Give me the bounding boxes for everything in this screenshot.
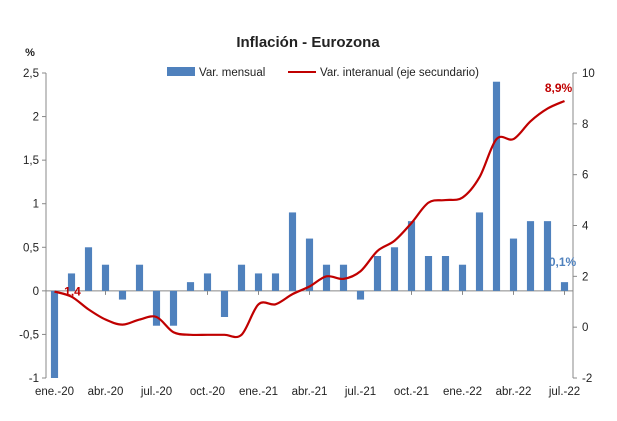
bar-monthly <box>254 273 263 291</box>
y-primary-tick-label: -1 <box>29 373 39 385</box>
bar-monthly <box>135 264 144 291</box>
y-primary-tick-label: 1,5 <box>23 155 39 167</box>
bar-monthly <box>203 273 212 291</box>
bar-monthly <box>186 282 195 291</box>
x-tick-label: jul.-20 <box>140 386 172 398</box>
bar-monthly <box>543 221 552 291</box>
y-secondary-tick-label: 6 <box>582 170 588 182</box>
x-tick-label: ene.-20 <box>35 386 74 398</box>
bar-monthly <box>152 290 161 326</box>
x-tick-label: oct.-21 <box>394 386 429 398</box>
x-tick-label: jul.-22 <box>548 386 580 398</box>
bar-monthly <box>560 282 569 291</box>
y-axis-unit-label: % <box>25 47 35 59</box>
bar-monthly <box>492 81 501 291</box>
annotation-last-annual: 8,9% <box>545 81 573 95</box>
bar-monthly <box>390 247 399 291</box>
x-tick-label: ene.-22 <box>443 386 482 398</box>
bar-monthly <box>288 212 297 291</box>
x-tick-label: ene.-21 <box>239 386 278 398</box>
annotation-first-annual: 1,4 <box>64 285 81 299</box>
bar-series <box>50 81 569 378</box>
y-primary-tick-label: 1 <box>33 199 39 211</box>
bar-monthly <box>441 256 450 291</box>
legend: Var. mensual Var. interanual (eje secund… <box>167 67 479 79</box>
y-primary-tick-label: 0,5 <box>23 242 39 254</box>
y-secondary-tick-label: 0 <box>582 322 588 334</box>
bar-monthly <box>169 290 178 326</box>
bar-monthly <box>475 212 484 291</box>
bar-monthly <box>50 290 59 378</box>
x-tick-label: abr.-21 <box>292 386 328 398</box>
y-primary-tick-label: 2,5 <box>23 68 39 80</box>
tick-labels: -1 -0,5 0 0,5 1 1,5 2 2,5 -2 0 2 4 6 8 10 ene.-20 abr.-2… <box>19 68 595 398</box>
bar-monthly <box>526 221 535 291</box>
y-secondary-tick-label: 10 <box>582 68 595 80</box>
legend-label-annual: Var. interanual (eje secundario) <box>320 67 479 79</box>
legend-swatch-bar <box>167 67 195 76</box>
x-tick-label: abr.-20 <box>88 386 124 398</box>
y-primary-tick-label: 2 <box>33 112 39 124</box>
x-tick-label: oct.-20 <box>190 386 225 398</box>
annotation-last-monthly: 0,1% <box>549 255 577 269</box>
bar-monthly <box>373 256 382 291</box>
bar-monthly <box>356 290 365 300</box>
bar-monthly <box>305 238 314 291</box>
y-primary-tick-label: -0,5 <box>19 329 39 341</box>
y-secondary-tick-label: 2 <box>582 271 588 283</box>
legend-label-monthly: Var. mensual <box>199 67 265 79</box>
line-series <box>54 99 565 339</box>
y-secondary-tick-label: 4 <box>582 221 589 233</box>
bar-monthly <box>509 238 518 291</box>
bar-monthly <box>424 256 433 291</box>
chart-title: Inflación - Eurozona <box>236 34 380 51</box>
bar-monthly <box>67 273 76 291</box>
bar-monthly <box>237 264 246 291</box>
y-primary-tick-label: 0 <box>33 286 39 298</box>
bar-monthly <box>407 221 416 291</box>
bar-monthly <box>322 264 331 291</box>
bar-monthly <box>220 290 229 317</box>
bar-monthly <box>101 264 110 291</box>
bar-monthly <box>118 290 127 300</box>
x-tick-label: abr.-22 <box>496 386 532 398</box>
y-secondary-tick-label: 8 <box>582 119 588 131</box>
bar-monthly <box>84 247 93 291</box>
bar-monthly <box>271 273 280 291</box>
line-annual <box>54 99 565 339</box>
x-tick-label: jul.-21 <box>344 386 376 398</box>
bar-monthly <box>458 264 467 291</box>
y-secondary-tick-label: -2 <box>582 373 592 385</box>
annotations: 1,4 8,9% 0,1% <box>64 81 576 299</box>
